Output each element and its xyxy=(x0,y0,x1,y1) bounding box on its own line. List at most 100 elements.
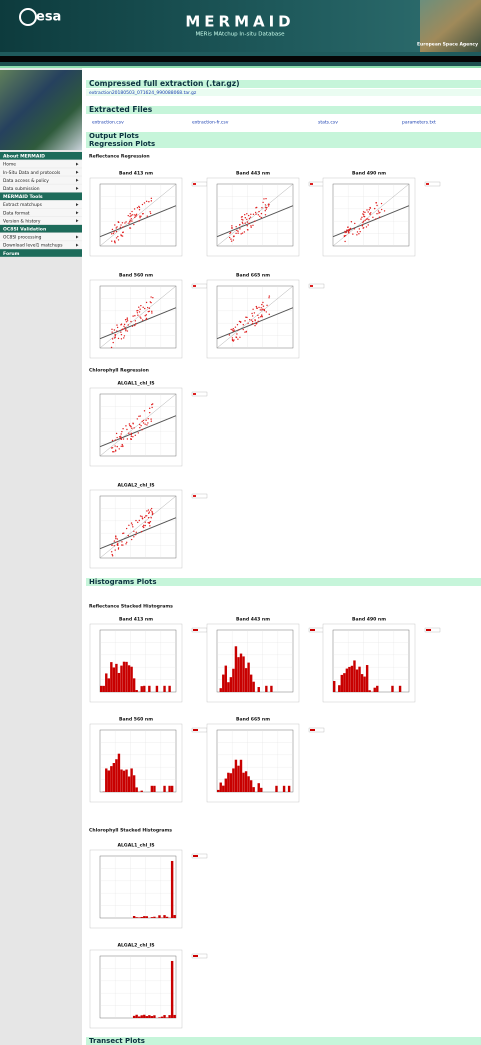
scatter-point xyxy=(131,434,132,435)
histogram-bar xyxy=(120,666,122,692)
menu-item[interactable]: Extract matchups xyxy=(3,202,43,208)
histogram-bar xyxy=(158,915,160,918)
histogram-bar xyxy=(153,917,155,918)
scatter-point xyxy=(240,233,241,234)
plot-image xyxy=(207,280,299,358)
scatter-point xyxy=(116,541,117,542)
scatter-point xyxy=(112,229,113,230)
scatter-point xyxy=(142,517,143,518)
menu-item[interactable]: In-Situ Data and protocols xyxy=(3,170,61,176)
menu-header[interactable]: Forum xyxy=(3,251,20,257)
scatter-point xyxy=(140,515,141,516)
scatter-point xyxy=(354,223,355,224)
histogram-bar xyxy=(143,1015,145,1018)
scatter-point xyxy=(250,217,251,218)
menu-header[interactable]: OC8SI Validation xyxy=(3,226,46,232)
file-link[interactable]: stats.csv xyxy=(318,120,338,126)
scatter-point xyxy=(258,317,259,318)
menu-item[interactable]: Data format xyxy=(3,210,30,216)
scatter-point xyxy=(139,424,140,425)
scatter-point xyxy=(122,428,123,429)
menu-header[interactable]: About MERMAID xyxy=(3,154,45,160)
plot-image xyxy=(90,388,182,466)
histogram-bar xyxy=(151,917,153,918)
file-link[interactable]: extraction.csv xyxy=(92,120,124,126)
scatter-point xyxy=(126,528,127,529)
histogram-bar xyxy=(110,766,112,792)
scatter-point xyxy=(351,221,352,222)
histogram-bar xyxy=(270,686,272,692)
histogram-bar xyxy=(399,686,401,692)
scatter-point xyxy=(239,228,240,229)
scatter-point xyxy=(378,210,379,211)
scatter-point xyxy=(363,211,364,212)
scatter-point xyxy=(135,534,136,535)
file-link[interactable]: extraction-fr.csv xyxy=(192,120,229,126)
scatter-point xyxy=(131,218,132,219)
menu-item[interactable]: Data submission xyxy=(3,186,40,192)
scatter-point xyxy=(268,204,269,205)
scatter-point xyxy=(384,210,385,211)
scatter-point xyxy=(233,235,234,236)
scatter-point xyxy=(131,433,132,434)
menu-item[interactable]: Download level1 matchups xyxy=(3,243,63,249)
menu-item[interactable]: Data access & policy xyxy=(3,178,49,184)
plot-title: ALGAL2_chl_IS xyxy=(117,483,154,489)
scatter-point xyxy=(258,214,259,215)
scatter-point xyxy=(129,423,130,424)
histogram-bar xyxy=(135,690,137,692)
scatter-point xyxy=(150,517,151,518)
scatter-point xyxy=(111,551,112,552)
plot-legend-swatch xyxy=(426,629,431,631)
scatter-point xyxy=(231,225,232,226)
histogram-bar xyxy=(245,668,247,692)
section-heading: Histograms Plots xyxy=(89,578,157,586)
download-link[interactable]: extraction20180503_071624_990088068.tar.… xyxy=(89,90,197,96)
scatter-point xyxy=(233,239,234,240)
histogram-bar xyxy=(166,917,168,918)
file-link[interactable]: parameters.txt xyxy=(402,120,436,126)
scatter-point xyxy=(140,425,141,426)
scatter-point xyxy=(379,212,380,213)
histogram-bar xyxy=(120,769,122,792)
scatter-point xyxy=(113,233,114,234)
scatter-point xyxy=(116,226,117,227)
histogram-bar xyxy=(146,1016,148,1018)
plot-title: Band 443 nm xyxy=(236,171,270,177)
scatter-point xyxy=(127,438,128,439)
histogram-bar xyxy=(252,787,254,792)
section-heading: Regression Plots xyxy=(89,140,155,148)
histogram-bar xyxy=(225,779,227,792)
scatter-point xyxy=(265,214,266,215)
scatter-point xyxy=(114,545,115,546)
scatter-point xyxy=(132,524,133,525)
scatter-point xyxy=(142,307,143,308)
histogram-bar xyxy=(105,768,107,792)
scatter-point xyxy=(151,198,152,199)
histogram-bar xyxy=(153,786,155,792)
menu-item[interactable]: OC8SI processing xyxy=(3,235,42,241)
menu-item[interactable]: Version & history xyxy=(3,218,41,224)
scatter-point xyxy=(135,215,136,216)
esa-logo[interactable]: esa xyxy=(36,10,61,25)
scatter-point xyxy=(137,207,138,208)
scatter-point xyxy=(124,327,125,328)
scatter-point xyxy=(118,239,119,240)
histogram-bar xyxy=(171,961,173,1018)
menu-header[interactable]: MERMAID Tools xyxy=(3,194,43,200)
site-title: MERMAID xyxy=(185,13,294,31)
plot-legend-swatch xyxy=(310,285,313,287)
scatter-point xyxy=(231,228,232,229)
scatter-point xyxy=(126,429,127,430)
scatter-point xyxy=(252,323,253,324)
scatter-point xyxy=(260,309,261,310)
plot-image xyxy=(90,280,182,358)
scatter-point xyxy=(261,213,262,214)
scatter-point xyxy=(133,531,134,532)
page: esa MERMAID MERis MAtchup In-situ Databa… xyxy=(0,0,481,1045)
scatter-point xyxy=(145,522,146,523)
scatter-point xyxy=(258,211,259,212)
menu-item[interactable]: Home xyxy=(3,162,16,168)
scatter-point xyxy=(133,224,134,225)
histogram-bar xyxy=(250,780,252,792)
